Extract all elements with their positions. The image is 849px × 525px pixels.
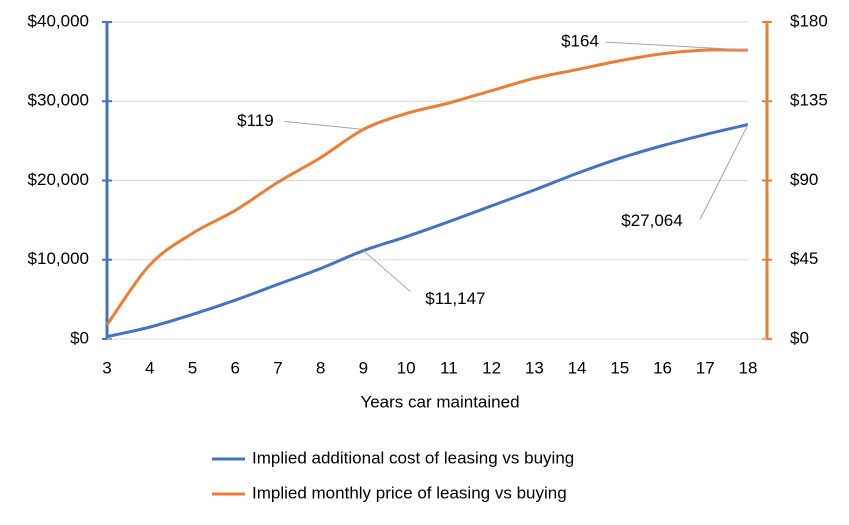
y2-tick-label: $45 xyxy=(790,249,818,268)
legend-label: Implied additional cost of leasing vs bu… xyxy=(252,448,574,467)
x-tick-label: 18 xyxy=(739,358,758,377)
y-tick-label: $30,000 xyxy=(28,91,89,110)
y-tick-label: $10,000 xyxy=(28,249,89,268)
x-tick-label: 14 xyxy=(568,358,587,377)
y-tick-label: $20,000 xyxy=(28,170,89,189)
series-line xyxy=(106,123,749,339)
x-tick-label: 16 xyxy=(653,358,672,377)
annotation-leader xyxy=(605,41,749,51)
data-label: $119 xyxy=(237,111,274,130)
x-tick-label: 11 xyxy=(440,358,458,377)
y-tick-label: $0 xyxy=(70,328,89,347)
annotation-leader xyxy=(284,120,364,130)
annotation-leader xyxy=(363,250,411,293)
x-tick-label: 7 xyxy=(273,358,282,377)
y2-tick-label: $0 xyxy=(790,328,809,347)
annotation-leader xyxy=(699,124,749,220)
x-axis-label: Years car maintained xyxy=(360,392,519,411)
data-label: $27,064 xyxy=(621,211,682,230)
x-tick-label: 15 xyxy=(610,358,629,377)
x-tick-label: 9 xyxy=(359,358,368,377)
series-line xyxy=(105,48,749,326)
x-tick-label: 4 xyxy=(145,358,154,377)
legend-label: Implied monthly price of leasing vs buyi… xyxy=(252,483,567,502)
x-tick-label: 6 xyxy=(230,358,239,377)
x-tick-label: 12 xyxy=(482,358,501,377)
y-tick-label: $40,000 xyxy=(28,11,89,30)
y2-tick-label: $135 xyxy=(790,91,828,110)
data-label: $164 xyxy=(561,32,599,51)
x-tick-label: 8 xyxy=(316,358,325,377)
x-tick-label: 3 xyxy=(102,358,111,377)
x-tick-label: 17 xyxy=(696,358,715,377)
y2-tick-label: $90 xyxy=(790,170,818,189)
x-tick-label: 10 xyxy=(397,358,416,377)
x-tick-label: 5 xyxy=(188,358,197,377)
data-label: $11,147 xyxy=(425,289,485,308)
y2-tick-label: $180 xyxy=(790,11,828,30)
x-tick-label: 13 xyxy=(525,358,544,377)
